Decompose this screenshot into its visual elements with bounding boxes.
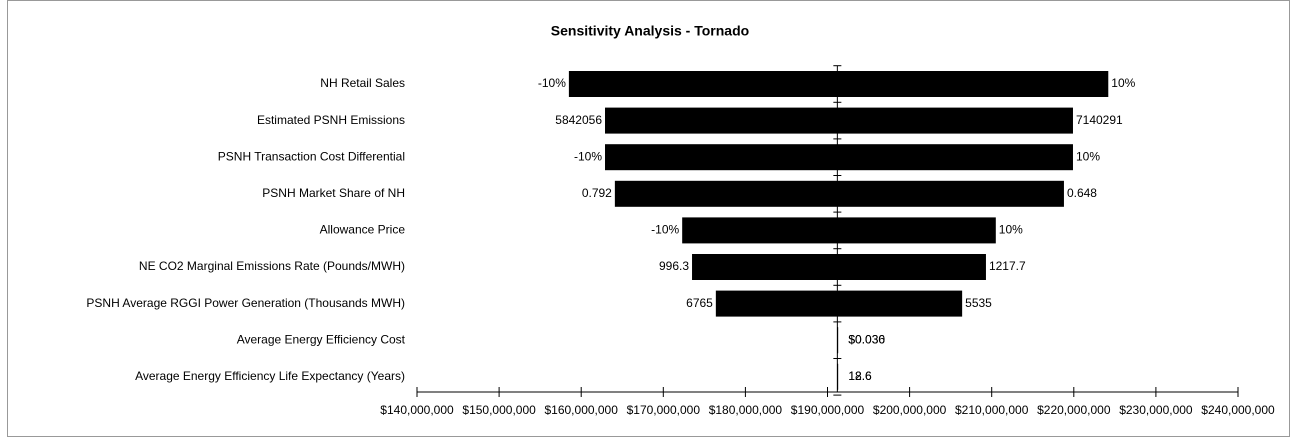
category-label: Allowance Price xyxy=(320,223,406,237)
x-tick-label: $210,000,000 xyxy=(954,403,1029,417)
bar xyxy=(837,144,1073,171)
category-label: NE CO2 Marginal Emissions Rate (Pounds/M… xyxy=(139,259,405,273)
chart-title: Sensitivity Analysis - Tornado xyxy=(551,23,749,39)
x-tick-label: $200,000,000 xyxy=(872,403,947,417)
bar xyxy=(605,107,838,134)
value-label: 10% xyxy=(999,223,1023,237)
value-label: 18.6 xyxy=(848,369,872,383)
bar xyxy=(692,254,838,280)
category-label: PSNH Average RGGI Power Generation (Thou… xyxy=(86,296,405,310)
value-label: -10% xyxy=(574,149,602,163)
bar xyxy=(605,144,838,171)
x-tick-label: $230,000,000 xyxy=(1119,403,1193,417)
x-tick-label: $220,000,000 xyxy=(1037,403,1111,417)
value-label: 1217.7 xyxy=(989,259,1026,273)
bar xyxy=(715,290,838,317)
value-label: $0.036 xyxy=(848,332,885,346)
bar xyxy=(568,71,838,97)
category-label: Estimated PSNH Emissions xyxy=(257,113,405,127)
x-tick-label: $170,000,000 xyxy=(626,403,700,417)
value-label: 0.792 xyxy=(582,186,612,200)
category-label: PSNH Transaction Cost Differential xyxy=(218,149,405,163)
category-label: NH Retail Sales xyxy=(320,76,405,90)
value-label: $0.030 xyxy=(848,332,885,346)
bar xyxy=(837,254,986,280)
value-label: -10% xyxy=(651,223,679,237)
value-label: 12.6 xyxy=(848,369,872,383)
bar xyxy=(837,290,963,317)
x-tick-label: $240,000,000 xyxy=(1201,403,1275,417)
bar xyxy=(614,180,838,207)
value-label: 0.648 xyxy=(1067,186,1097,200)
category-label: Average Energy Efficiency Life Expectanc… xyxy=(135,369,405,383)
category-label: Average Energy Efficiency Cost xyxy=(237,332,406,346)
value-label: 5535 xyxy=(965,296,992,310)
x-tick-label: $180,000,000 xyxy=(708,403,783,417)
x-tick-label: $140,000,000 xyxy=(380,403,454,417)
x-tick-label: $150,000,000 xyxy=(462,403,536,417)
value-label: 5842056 xyxy=(555,113,602,127)
bar xyxy=(837,180,1064,207)
bar xyxy=(837,217,996,244)
value-label: 996.3 xyxy=(659,259,689,273)
bar xyxy=(837,107,1073,134)
x-tick-label: $190,000,000 xyxy=(790,403,865,417)
category-label: PSNH Market Share of NH xyxy=(262,186,405,200)
value-label: 6765 xyxy=(686,296,713,310)
value-label: 10% xyxy=(1111,76,1135,90)
value-label: 7140291 xyxy=(1076,113,1123,127)
bar xyxy=(682,217,838,244)
value-label: -10% xyxy=(538,76,566,90)
value-label: 10% xyxy=(1076,149,1100,163)
x-tick-label: $160,000,000 xyxy=(544,403,618,417)
bar xyxy=(837,71,1109,97)
